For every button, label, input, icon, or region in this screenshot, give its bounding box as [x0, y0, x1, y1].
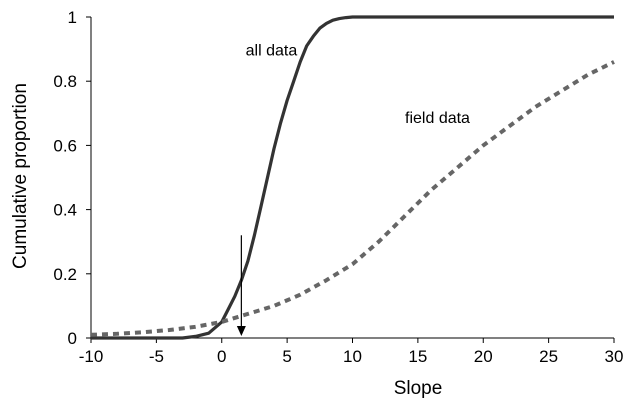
- x-tick-label: 5: [282, 347, 291, 366]
- series-line-field-data: [90, 60, 615, 337]
- y-tick-label: 0.2: [53, 265, 77, 284]
- series-layer: [90, 15, 615, 340]
- y-tick-label: 0.6: [53, 136, 77, 155]
- y-tick-label: 1: [68, 8, 77, 27]
- annotation-label: all data: [246, 43, 298, 60]
- x-axis-ticks: -10 -5 0 5 10 15 20 25 30: [79, 338, 624, 366]
- y-tick-label: 0.8: [53, 72, 77, 91]
- x-tick-label: 0: [217, 347, 226, 366]
- x-tick-label: 30: [605, 347, 624, 366]
- y-axis-title: Cumulative proportion: [10, 83, 31, 269]
- x-tick-label: 20: [474, 347, 493, 366]
- x-tick-label: 15: [408, 347, 427, 366]
- y-tick-label: 0.4: [53, 201, 77, 220]
- annotation-layer: all data field data: [246, 43, 470, 127]
- annotation-label: field data: [405, 110, 470, 127]
- x-tick-label: -5: [149, 347, 164, 366]
- x-tick-label: 10: [343, 347, 362, 366]
- x-tick-label: 25: [539, 347, 558, 366]
- x-axis-title: Slope: [394, 378, 443, 399]
- series-line-all-data: [91, 15, 614, 340]
- x-tick-label: -10: [79, 347, 104, 366]
- y-tick-label: 0: [68, 329, 77, 348]
- arrow-head: [236, 326, 246, 336]
- y-axis-ticks: 0 0.2 0.4 0.6 0.8 1: [53, 8, 91, 348]
- arrow-layer: [236, 235, 246, 336]
